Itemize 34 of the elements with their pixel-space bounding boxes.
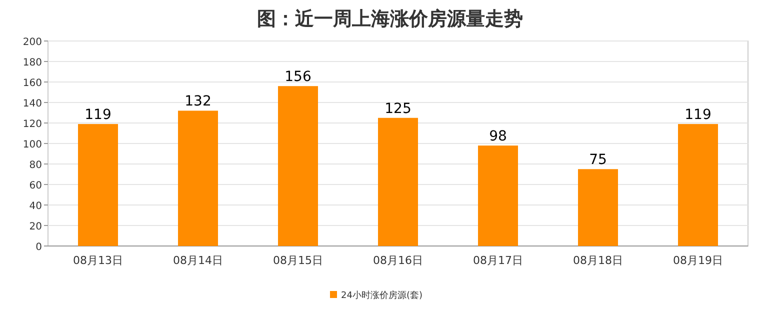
- legend-label: 24小时涨价房源(套): [341, 290, 422, 301]
- x-tick-label: 08月19日: [673, 254, 723, 267]
- y-tick-label: 60: [29, 180, 42, 192]
- bar: [178, 110, 218, 246]
- data-label: 119: [684, 107, 712, 124]
- y-tick-label: 200: [22, 37, 42, 48]
- x-tick-label: 08月18日: [573, 254, 623, 267]
- data-label: 132: [184, 94, 212, 110]
- bar: [78, 124, 118, 246]
- x-tick-label: 08月16日: [373, 254, 423, 267]
- y-tick-label: 0: [36, 242, 42, 253]
- data-label: 98: [489, 128, 507, 145]
- bar: [678, 124, 718, 246]
- x-tick-label: 08月17日: [473, 254, 523, 267]
- x-tick-label: 08月14日: [173, 254, 223, 267]
- y-tick-label: 120: [22, 119, 42, 130]
- y-tick-label: 40: [29, 201, 42, 212]
- bar: [578, 169, 618, 246]
- y-tick-label: 80: [29, 160, 42, 171]
- y-tick-label: 160: [22, 78, 42, 89]
- x-tick-label: 08月15日: [273, 254, 323, 267]
- chart-title: 图：近一周上海涨价房源量走势: [257, 8, 523, 30]
- y-tick-label: 100: [22, 140, 42, 150]
- data-label: 75: [589, 152, 607, 168]
- bar: [378, 118, 418, 246]
- data-label: 119: [84, 107, 112, 124]
- data-label: 125: [384, 100, 412, 117]
- y-tick-label: 180: [22, 58, 42, 68]
- bar: [278, 86, 318, 246]
- x-tick-label: 08月13日: [73, 254, 123, 267]
- bar: [478, 146, 518, 246]
- y-tick-label: 20: [29, 222, 42, 232]
- data-label: 156: [284, 69, 312, 86]
- y-tick-label: 140: [22, 98, 42, 110]
